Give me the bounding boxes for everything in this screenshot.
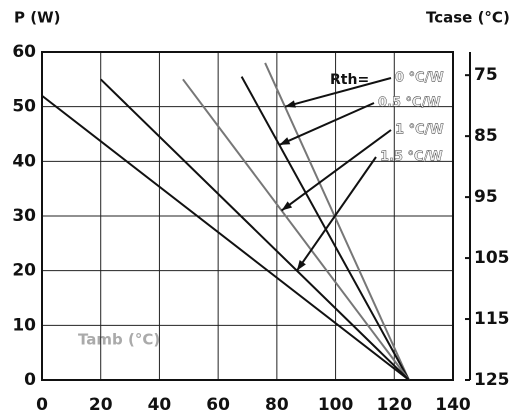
legend-label: 0.5 °C/W (378, 96, 441, 111)
line (41, 94, 410, 381)
y-tick-label: 50 (12, 97, 36, 117)
arrow (296, 156, 377, 272)
y2-tick-label: 115 (474, 309, 510, 329)
arrow-head (284, 100, 296, 108)
y2-tick-label: 85 (474, 126, 498, 146)
y-tick-label: 0 (24, 370, 36, 390)
legend-label: 0 °C/W (395, 71, 444, 86)
y2-axis-title: Tcase (°C) (426, 9, 510, 27)
x-tick-label: 100 (318, 395, 354, 415)
arrow (280, 129, 392, 212)
legend-label: 1 °C/W (395, 123, 444, 138)
line (182, 78, 410, 381)
y-tick-label: 40 (12, 151, 36, 171)
x-tick-label: 20 (89, 395, 113, 415)
legend-label: 1.5 °C/W (380, 150, 443, 165)
annotation: Rth= (330, 72, 369, 88)
x-tick-label: 80 (265, 395, 289, 415)
arrow-head (281, 201, 293, 211)
arrow-head (279, 137, 291, 145)
x-axis-title: Tamb (°C) (78, 331, 160, 349)
plot-frame (41, 51, 454, 381)
y-tick-label: 60 (12, 42, 36, 62)
y-axis-title: P (W) (14, 9, 60, 27)
arrow (278, 102, 375, 146)
x-tick-label: 140 (435, 395, 471, 415)
y2-tick-label: 125 (474, 370, 510, 390)
y2-tick-label: 75 (474, 65, 498, 85)
y-tick-label: 20 (12, 261, 36, 281)
y2-tick-label: 95 (474, 187, 498, 207)
line (264, 62, 410, 381)
x-tick-label: 120 (377, 395, 413, 415)
arrow (284, 77, 392, 108)
x-tick-label: 60 (206, 395, 230, 415)
line (100, 78, 410, 381)
y2-tick-label: 105 (474, 248, 510, 268)
y-tick-label: 30 (12, 206, 36, 226)
x-tick-label: 40 (148, 395, 172, 415)
y-tick-label: 10 (12, 315, 36, 335)
x-tick-label: 0 (36, 395, 48, 415)
arrow-head (296, 260, 306, 271)
